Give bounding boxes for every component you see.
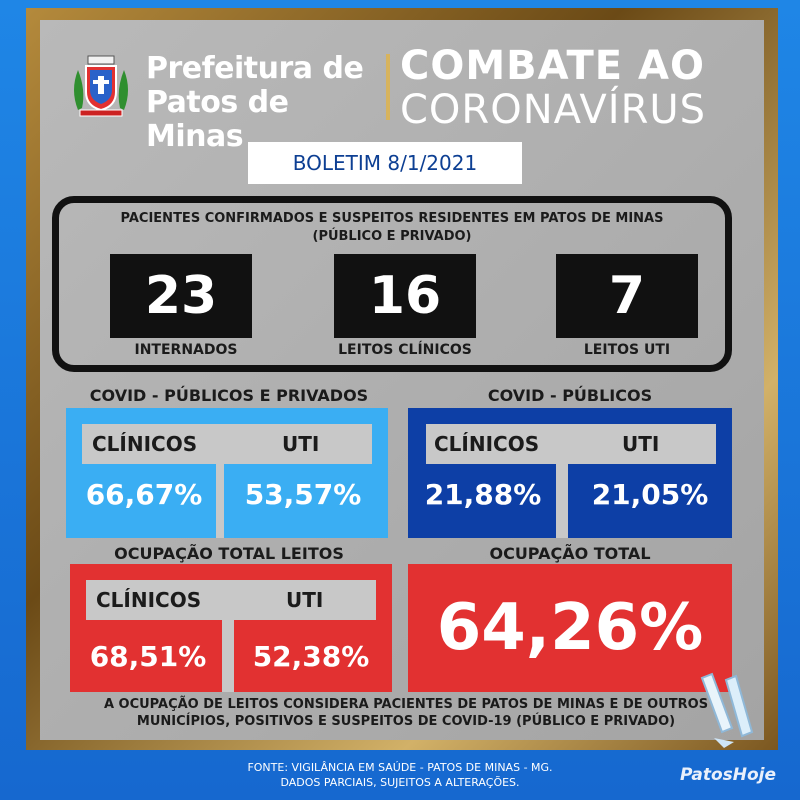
clinicos-label: CLÍNICOS <box>92 432 198 456</box>
uti-label: UTI <box>622 432 660 456</box>
patients-title-line1: PACIENTES CONFIRMADOS E SUSPEITOS RESIDE… <box>120 211 664 226</box>
card-divider <box>222 620 234 692</box>
covid-public-header: CLÍNICOS UTI <box>426 424 716 464</box>
leitos-clinicos-label: LEITOS CLÍNICOS <box>338 342 472 358</box>
footer-line2: DADOS PARCIAIS, SUJEITOS A ALTERAÇÕES. <box>280 776 520 789</box>
patients-title-line2: (PÚBLICO E PRIVADO) <box>312 229 472 244</box>
patients-box <box>52 196 732 372</box>
total-beds-uti-value: 52,38% <box>252 640 370 673</box>
internados-label: INTERNADOS <box>134 342 238 358</box>
clinicos-label: CLÍNICOS <box>96 588 202 612</box>
card-divider <box>216 464 224 538</box>
clinicos-label: CLÍNICOS <box>434 432 540 456</box>
note-line2: MUNICÍPIOS, POSITIVOS E SUSPEITOS DE COV… <box>136 714 676 729</box>
uti-label: UTI <box>282 432 320 456</box>
covid-public-private-header: CLÍNICOS UTI <box>82 424 372 464</box>
source-footer: FONTE: VIGILÂNCIA EM SAÚDE - PATOS DE MI… <box>150 760 650 790</box>
total-beds-title: OCUPAÇÃO TOTAL LEITOS <box>114 544 344 563</box>
patients-title: PACIENTES CONFIRMADOS E SUSPEITOS RESIDE… <box>66 210 718 246</box>
total-beds-clinicos-value: 68,51% <box>89 640 207 673</box>
note-line1: A OCUPAÇÃO DE LEITOS CONSIDERA PACIENTES… <box>103 697 709 712</box>
header-divider <box>386 54 390 120</box>
total-occupancy-value: 64,26% <box>436 591 704 665</box>
covid-public-title: COVID - PÚBLICOS <box>487 386 653 405</box>
uti-label: UTI <box>286 588 324 612</box>
municipal-crest-icon <box>74 55 128 117</box>
note-text: A OCUPAÇÃO DE LEITOS CONSIDERA PACIENTES… <box>66 696 746 730</box>
covid-public-clinicos-value: 21,88% <box>424 478 542 511</box>
covid-public-private-title: COVID - PÚBLICOS E PRIVADOS <box>89 386 369 405</box>
syringe-decoration-icon <box>700 672 754 748</box>
title-line1: COMBATE AO <box>400 43 705 89</box>
total-beds-header: CLÍNICOS UTI <box>86 580 376 620</box>
card-divider <box>556 464 568 538</box>
leitos-uti-label: LEITOS UTI <box>583 342 671 358</box>
brand-logo: PatosHoje <box>680 765 777 785</box>
internados-value: 23 <box>110 254 252 338</box>
boletim-badge: BOLETIM 8/1/2021 <box>248 142 522 184</box>
covid-public-uti-value: 21,05% <box>591 478 709 511</box>
prefeitura-line1: Prefeitura de <box>146 51 364 86</box>
total-occupancy-title: OCUPAÇÃO TOTAL <box>489 544 651 563</box>
leitos-clinicos-value: 16 <box>334 254 476 338</box>
title-line2: CORONAVÍRUS <box>400 87 707 133</box>
leitos-uti-value: 7 <box>556 254 698 338</box>
total-occupancy-card <box>408 564 732 692</box>
footer-line1: FONTE: VIGILÂNCIA EM SAÚDE - PATOS DE MI… <box>247 761 553 774</box>
prefeitura-name: Prefeitura de Patos de Minas <box>146 52 382 154</box>
covid-public-private-uti-value: 53,57% <box>244 478 362 511</box>
prefeitura-line2: Patos de Minas <box>146 85 289 154</box>
covid-public-private-clinicos-value: 66,67% <box>85 478 203 511</box>
